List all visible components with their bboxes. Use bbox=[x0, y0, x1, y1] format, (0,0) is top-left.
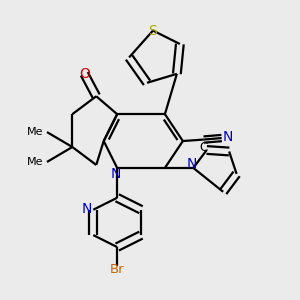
Text: N: N bbox=[111, 167, 121, 182]
Text: N: N bbox=[187, 157, 197, 171]
Text: N: N bbox=[223, 130, 233, 145]
Text: C: C bbox=[200, 141, 208, 154]
Text: O: O bbox=[79, 67, 90, 81]
Text: S: S bbox=[148, 24, 158, 38]
Text: Me: Me bbox=[27, 127, 44, 137]
Text: N: N bbox=[81, 202, 92, 216]
Text: Br: Br bbox=[110, 262, 124, 276]
Text: Me: Me bbox=[27, 157, 44, 167]
